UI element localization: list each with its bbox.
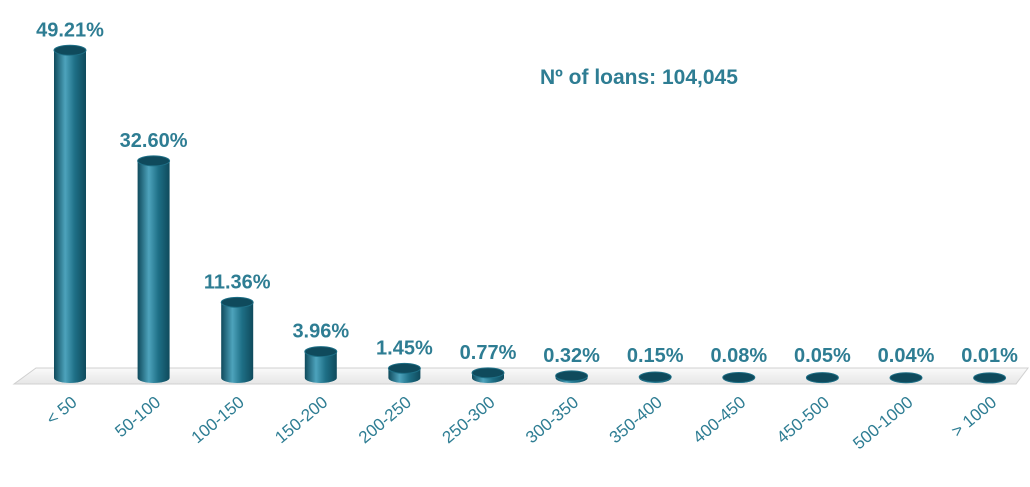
value-label: 0.08% [710,345,767,367]
chart-floor [12,367,1029,385]
bar-5 [471,367,505,383]
category-label: 100-150 [188,393,248,448]
value-label: 11.36% [204,271,271,293]
bar-0 [53,44,87,383]
bar-top [973,372,1007,384]
bar-body [221,302,254,383]
bar-top [387,362,421,374]
bar-7 [638,371,672,383]
loan-count-annotation: Nº of loans: 104,045 [540,66,738,89]
category-label: > 1000 [948,393,1000,441]
bar-4 [387,362,421,383]
bar-8 [722,371,756,383]
value-label: 49.21% [36,19,104,41]
bar-1 [137,155,171,383]
bar-top [53,44,87,56]
value-labels-layer: 49.21% 32.60% 11.36% 3.96% 1.45% 0.77% 0.32% 0.… [36,19,1018,367]
bar-9 [805,372,839,384]
bar-6 [555,370,589,383]
category-label: 250-300 [439,393,499,448]
bar-top [555,370,589,382]
value-label: 0.77% [460,342,517,364]
value-label: 3.96% [292,321,349,343]
category-label: < 50 [43,393,81,429]
bar-top [220,296,254,308]
value-label: 32.60% [120,130,188,152]
bar-top [304,346,338,358]
category-label: 200-250 [355,393,415,448]
category-label: 150-200 [271,393,331,448]
bar-top [471,367,505,379]
value-label: 1.45% [376,337,433,359]
category-labels-layer: < 50 50-100 100-150 150-200 200-250 250-300 30… [43,393,1001,454]
category-label: 450-500 [773,393,833,448]
value-label: 0.32% [543,345,600,367]
value-label: 0.01% [961,345,1018,367]
value-label: 0.05% [794,345,851,367]
bar-11 [973,372,1007,384]
bar-top [722,371,756,383]
category-label: 300-350 [522,393,582,448]
bar-body [137,160,170,383]
value-label: 0.15% [627,345,684,367]
bar-top [889,372,923,384]
bar-2 [220,296,254,383]
bar-body [304,351,337,383]
category-label: 350-400 [606,393,666,448]
bar-top [137,155,171,167]
category-label: 400-450 [689,393,749,448]
bars-layer [53,44,1007,384]
bar-top [805,372,839,384]
category-label: 50-100 [111,393,164,442]
bar-top [638,371,672,383]
bar-10 [889,372,923,384]
category-label: 500-1000 [849,393,916,454]
value-label: 0.04% [878,345,935,367]
bar-body [54,50,86,383]
bar-3 [304,346,338,383]
